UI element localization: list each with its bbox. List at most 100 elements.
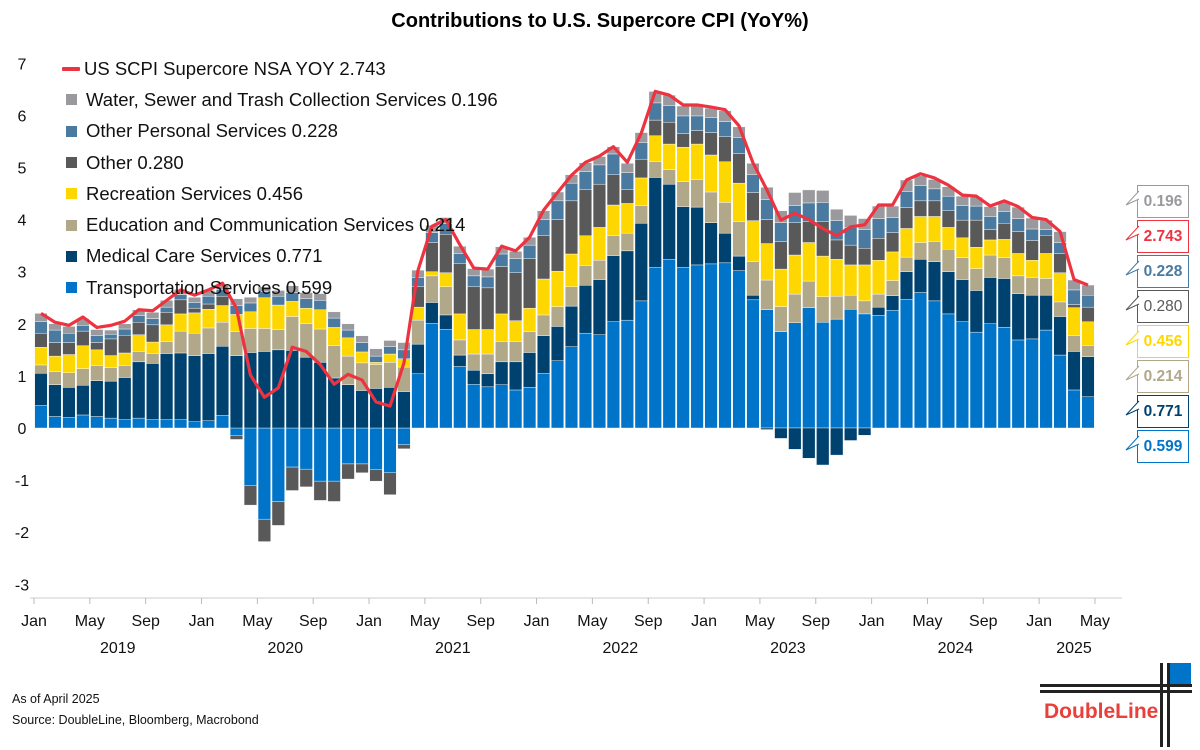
bar-segment-water-sewer-and-trash-collection-services	[397, 342, 411, 351]
bar-segment-recreation-services	[453, 313, 467, 341]
bar-segment-transportation-services	[104, 417, 118, 429]
bar-segment-recreation-services	[467, 329, 481, 355]
bar-segment-other	[900, 207, 914, 229]
bar-segment-medical-care-services	[900, 271, 914, 300]
bar-segment-medical-care-services	[34, 373, 48, 406]
bar-segment-medical-care-services	[788, 427, 802, 450]
bar-segment-transportation-services	[1011, 339, 1025, 429]
bar-segment-recreation-services	[830, 258, 844, 297]
bar-segment-education-and-communication-services	[564, 286, 578, 307]
bar-segment-water-sewer-and-trash-collection-services	[886, 205, 900, 218]
latest-value-callouts: 0.196 2.743 0.228 0.280 0.456 0.214 0.77…	[1125, 185, 1189, 465]
bar-segment-recreation-services	[313, 309, 327, 330]
bar-segment-other	[285, 466, 299, 491]
bar-segment-transportation-services	[146, 419, 160, 429]
x-tick-label: May	[577, 613, 607, 630]
bar-segment-medical-care-services	[690, 206, 704, 266]
bar-segment-other	[397, 444, 411, 450]
bar-segment-recreation-services	[523, 307, 537, 332]
bar-segment-recreation-services	[369, 362, 383, 365]
bar-segment-transportation-services	[355, 427, 369, 465]
x-year-label: 2025	[1056, 640, 1092, 657]
bar-segment-medical-care-services	[481, 373, 495, 388]
bar-segment-medical-care-services	[397, 391, 411, 429]
bar-segment-education-and-communication-services	[1011, 275, 1025, 294]
bar-segment-recreation-services	[662, 143, 676, 170]
bar-segment-transportation-services	[732, 270, 746, 429]
bar-segment-other	[760, 219, 774, 244]
bar-segment-other-personal-services	[1025, 228, 1039, 241]
callout-pointer-icon	[1125, 435, 1140, 451]
bar-segment-recreation-services	[481, 329, 495, 355]
bar-segment-medical-care-services	[634, 223, 648, 302]
bar-segment-education-and-communication-services	[718, 202, 732, 234]
bar-segment-other-personal-services	[76, 325, 90, 332]
bar-segment-education-and-communication-services	[62, 372, 76, 388]
bar-segment-water-sewer-and-trash-collection-services	[341, 323, 355, 331]
bar-segment-recreation-services	[160, 324, 174, 342]
bar-segment-education-and-communication-services	[900, 256, 914, 272]
callout-value: 0.771	[1143, 402, 1183, 420]
bar-segment-medical-care-services	[495, 361, 509, 385]
bar-segment-transportation-services	[34, 405, 48, 429]
bar-segment-medical-care-services	[174, 352, 188, 420]
bar-segment-other-personal-services	[118, 328, 132, 336]
doubleline-logo: DoubleLine	[1030, 660, 1195, 750]
bar-segment-education-and-communication-services	[551, 306, 565, 327]
bar-segment-other	[299, 468, 313, 488]
callout-value: 0.228	[1143, 262, 1183, 280]
bar-segment-other	[564, 200, 578, 255]
x-tick-label: Sep	[131, 613, 160, 630]
bar-segment-other-personal-services	[551, 200, 565, 220]
y-tick-label: -2	[15, 525, 29, 542]
bar-segment-other	[718, 136, 732, 162]
bar-segment-recreation-services	[564, 253, 578, 288]
bar-segment-transportation-services	[941, 313, 955, 429]
bar-segment-other-personal-services	[1011, 218, 1025, 232]
bar-segment-medical-care-services	[886, 295, 900, 311]
bar-segment-other-personal-services	[969, 205, 983, 221]
bar-segment-medical-care-services	[802, 427, 816, 459]
bar-segment-education-and-communication-services	[90, 365, 104, 381]
bar-segment-recreation-services	[816, 255, 830, 297]
bar-segment-medical-care-services	[704, 222, 718, 265]
bar-segment-medical-care-services	[537, 335, 551, 374]
bar-segment-medical-care-services	[104, 380, 118, 419]
bar-segment-recreation-services	[202, 309, 216, 329]
bar-segment-medical-care-services	[62, 387, 76, 418]
bar-segment-recreation-services	[969, 247, 983, 269]
bar-segment-transportation-services	[578, 332, 592, 429]
bar-segment-transportation-services	[48, 416, 62, 429]
bar-segment-transportation-services	[816, 322, 830, 429]
bar-segment-medical-care-services	[439, 314, 453, 330]
bar-segment-transportation-services	[997, 327, 1011, 429]
bar-segment-medical-care-services	[676, 206, 690, 268]
legend-item-other-personal: Other Personal Services 0.228	[66, 116, 498, 147]
bar-segment-other-personal-services	[383, 346, 397, 355]
x-year-label: 2021	[435, 640, 471, 657]
bar-segment-other	[1025, 240, 1039, 261]
callout-value: 0.280	[1143, 297, 1183, 315]
bar-segment-education-and-communication-services	[997, 257, 1011, 279]
bar-segment-recreation-services	[285, 301, 299, 317]
bar-segment-medical-care-services	[1053, 316, 1067, 356]
bar-segment-education-and-communication-services	[467, 353, 481, 371]
legend-swatch	[66, 157, 77, 169]
bar-segment-medical-care-services	[411, 343, 425, 375]
bar-segment-medical-care-services	[202, 353, 216, 421]
bar-segment-recreation-services	[132, 334, 146, 352]
bar-segment-education-and-communication-services	[620, 232, 634, 252]
bar-segment-transportation-services	[900, 299, 914, 429]
legend-item-other: Other 0.280	[66, 147, 498, 178]
bar-segment-education-and-communication-services	[969, 268, 983, 291]
bar-segment-recreation-services	[746, 220, 760, 263]
bar-segment-education-and-communication-services	[913, 242, 927, 260]
bar-segment-water-sewer-and-trash-collection-services	[913, 175, 927, 186]
bar-segment-other	[690, 130, 704, 145]
callout-pointer-icon	[1125, 365, 1140, 381]
bar-segment-other	[146, 324, 160, 343]
bar-segment-medical-care-services	[648, 177, 662, 268]
x-tick-label: Jan	[21, 613, 47, 630]
bar-segment-recreation-services	[913, 216, 927, 243]
